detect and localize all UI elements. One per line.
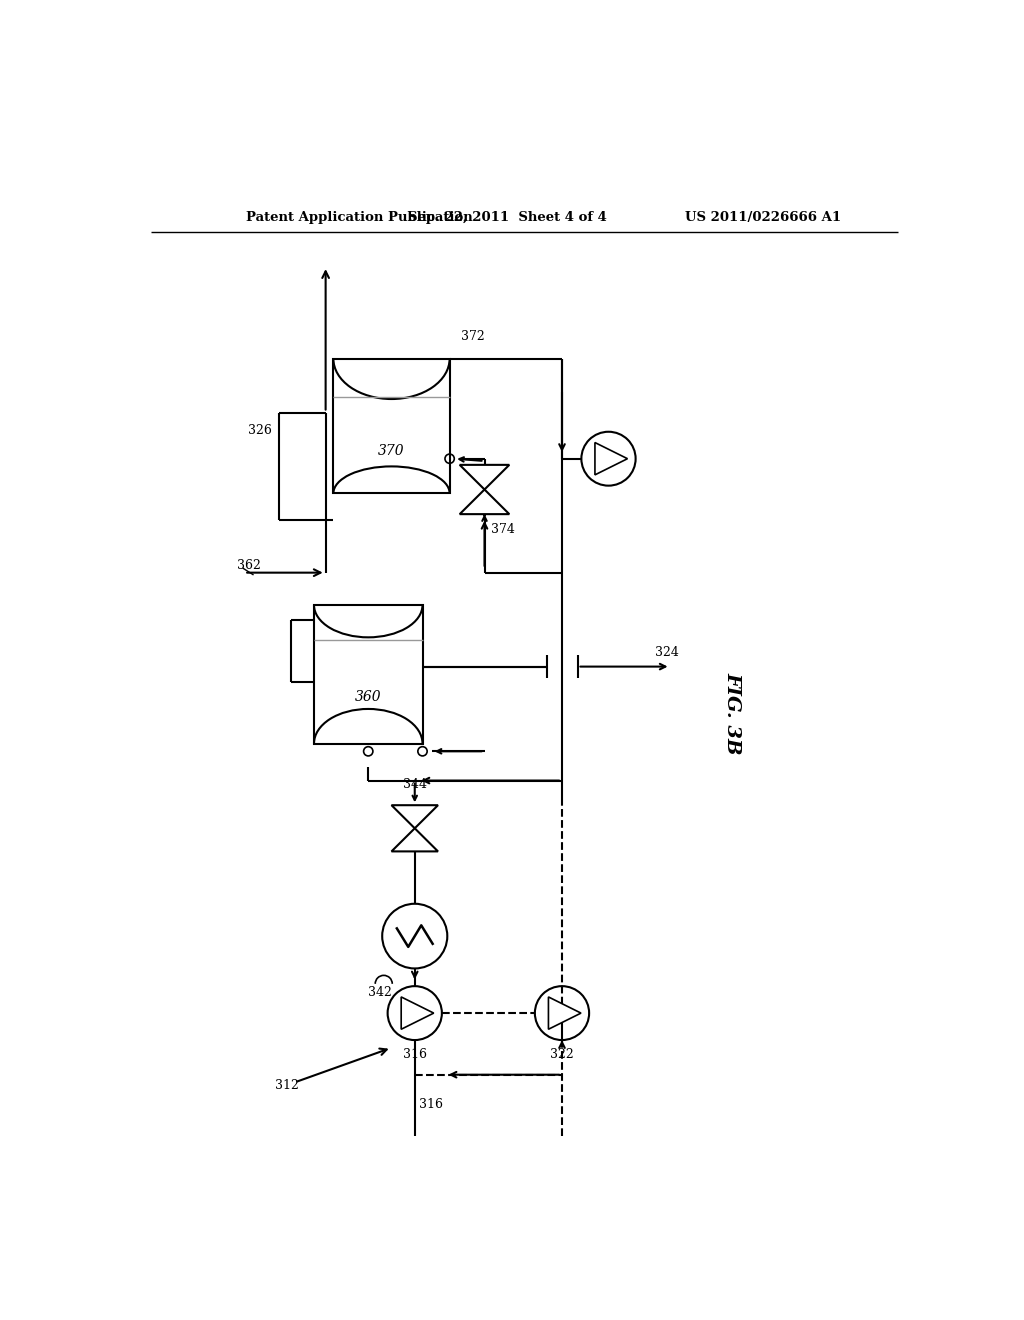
Polygon shape xyxy=(460,490,509,515)
Polygon shape xyxy=(595,442,628,475)
Polygon shape xyxy=(401,997,434,1030)
Text: 344: 344 xyxy=(403,779,427,792)
Text: 370: 370 xyxy=(378,444,404,458)
Polygon shape xyxy=(391,829,438,851)
Text: Patent Application Publication: Patent Application Publication xyxy=(246,211,472,224)
Text: US 2011/0226666 A1: US 2011/0226666 A1 xyxy=(685,211,841,224)
Text: 372: 372 xyxy=(461,330,485,343)
Text: 374: 374 xyxy=(490,524,515,536)
Text: 326: 326 xyxy=(248,424,272,437)
Polygon shape xyxy=(460,465,509,490)
Polygon shape xyxy=(549,997,581,1030)
Text: Sep. 22, 2011  Sheet 4 of 4: Sep. 22, 2011 Sheet 4 of 4 xyxy=(409,211,607,224)
Text: 362: 362 xyxy=(237,558,260,572)
Text: 322: 322 xyxy=(550,1048,573,1061)
Polygon shape xyxy=(391,805,438,829)
Text: 312: 312 xyxy=(275,1078,299,1092)
Text: FIG. 3B: FIG. 3B xyxy=(724,672,741,754)
Text: 316: 316 xyxy=(402,1048,427,1061)
Bar xyxy=(334,359,450,494)
Bar xyxy=(314,605,423,743)
Text: 324: 324 xyxy=(655,645,679,659)
Text: 360: 360 xyxy=(355,690,382,705)
Text: 316: 316 xyxy=(419,1098,442,1111)
Text: 342: 342 xyxy=(369,986,392,999)
